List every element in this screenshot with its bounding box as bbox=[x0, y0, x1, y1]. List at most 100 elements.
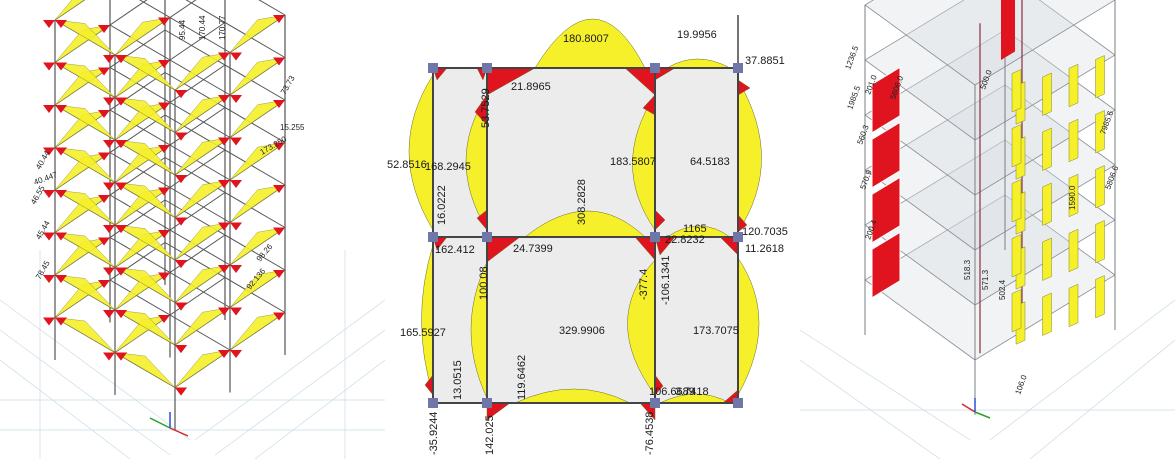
positive-moment-area bbox=[534, 18, 646, 69]
positive-moment-area bbox=[114, 352, 176, 388]
negative-moment-area bbox=[273, 185, 285, 193]
negative-moment-area bbox=[115, 267, 127, 276]
value-label: -106.1341 bbox=[660, 255, 672, 305]
axis-indicator bbox=[149, 412, 189, 437]
positive-moment-area bbox=[54, 232, 116, 268]
negative-moment-area bbox=[158, 17, 170, 26]
positive-moment-area bbox=[174, 94, 231, 133]
positive-wall-diagram bbox=[1011, 124, 1022, 168]
negative-moment-area bbox=[55, 20, 67, 28]
negative-moment-area bbox=[273, 227, 285, 236]
positive-moment-area bbox=[229, 227, 286, 266]
value-label: 170.77 bbox=[218, 15, 227, 40]
value-label: 52.8516 bbox=[387, 159, 427, 171]
value-label: 19.9956 bbox=[677, 29, 717, 41]
negative-moment-area bbox=[103, 55, 115, 63]
value-label: 53.7529 bbox=[480, 88, 492, 128]
positive-moment-area bbox=[737, 257, 760, 396]
negative-moment-area bbox=[115, 225, 127, 233]
value-label: 22.8232 bbox=[665, 234, 705, 246]
negative-moment-area bbox=[55, 275, 67, 283]
negative-wall-diagram bbox=[1001, 0, 1015, 60]
value-label: 15.255 bbox=[280, 123, 305, 132]
negative-moment-area bbox=[115, 55, 127, 63]
floor-slab bbox=[864, 0, 1116, 86]
beam bbox=[164, 114, 286, 186]
negative-moment-area bbox=[55, 62, 67, 71]
beam bbox=[258, 0, 286, 16]
beam bbox=[164, 242, 286, 313]
node bbox=[733, 63, 743, 73]
bay-panel bbox=[655, 68, 738, 237]
negative-moment-area bbox=[230, 222, 242, 231]
negative-moment-area bbox=[43, 147, 55, 156]
negative-moment-area bbox=[103, 97, 115, 106]
moment-diagrams bbox=[43, 0, 286, 396]
positive-wall-diagram bbox=[1042, 182, 1052, 226]
negative-moment-area bbox=[175, 217, 187, 226]
beam bbox=[164, 157, 286, 228]
beam bbox=[164, 199, 286, 271]
positive-wall-diagram bbox=[1068, 63, 1079, 108]
negative-wall-diagram bbox=[871, 121, 901, 189]
value-label: 1236.5 bbox=[843, 44, 860, 71]
axis-indicator bbox=[961, 398, 991, 419]
middle-frame-svg: 180.8007 19.9956 37.8851 21.8965 53.7529 52.8… bbox=[387, 15, 788, 455]
negative-moment-area bbox=[273, 100, 285, 108]
right-3d-wall-view: 1236.5 1985.5 201.0 5806.0 560.3 570.9 200.4 50… bbox=[800, 0, 1175, 459]
negative-moment-area bbox=[175, 90, 187, 98]
bay-panel bbox=[487, 68, 655, 237]
positive-moment-area bbox=[114, 309, 176, 346]
node bbox=[650, 63, 660, 73]
positive-moment-area bbox=[229, 269, 286, 308]
positive-moment-area bbox=[408, 74, 434, 231]
value-label: 165.5927 bbox=[400, 327, 446, 339]
value-label: 142.025 bbox=[484, 415, 496, 455]
positive-moment-area bbox=[524, 210, 646, 238]
positive-wall-diagram bbox=[1011, 179, 1022, 223]
value-label: -76.4538 bbox=[644, 412, 656, 455]
negative-moment-area bbox=[55, 317, 67, 326]
value-label: -377.4 bbox=[638, 269, 650, 300]
node bbox=[733, 398, 743, 408]
negative-wall-diagram bbox=[871, 176, 901, 244]
value-label: 16.0222 bbox=[436, 185, 448, 225]
positive-moment-area bbox=[114, 102, 171, 141]
value-label: 1165 bbox=[683, 223, 707, 235]
positive-moment-area bbox=[514, 388, 631, 404]
value-label: 13.0515 bbox=[452, 360, 464, 400]
negative-moment-area bbox=[218, 222, 230, 231]
positive-moment-area bbox=[54, 194, 111, 233]
positive-moment-area bbox=[54, 279, 111, 318]
positive-moment-area bbox=[114, 224, 176, 261]
value-label: 1590.0 bbox=[1068, 185, 1077, 210]
value-label: 11.2618 bbox=[745, 243, 784, 255]
value-label: 3.7418 bbox=[675, 386, 709, 398]
value-label: 162.412 bbox=[435, 244, 475, 256]
positive-wall-diagram bbox=[1011, 69, 1022, 113]
negative-moment-area bbox=[273, 142, 285, 151]
node bbox=[733, 232, 743, 242]
negative-moment-area bbox=[218, 52, 230, 61]
positive-moment-area bbox=[421, 244, 434, 396]
negative-moment-area bbox=[43, 275, 55, 283]
positive-moment-area bbox=[229, 184, 286, 223]
positive-moment-area bbox=[229, 57, 286, 96]
positive-moment-area bbox=[114, 314, 171, 353]
negative-wall-diagram bbox=[871, 231, 901, 299]
value-label: 120.7035 bbox=[742, 226, 788, 238]
positive-wall-diagram bbox=[1042, 237, 1052, 281]
negative-moment-area bbox=[158, 60, 170, 68]
positive-moment-area bbox=[54, 147, 116, 183]
positive-moment-area bbox=[54, 67, 111, 106]
positive-moment-area bbox=[114, 54, 176, 91]
value-label: 24.7399 bbox=[513, 243, 553, 255]
negative-moment-area bbox=[98, 195, 110, 203]
ground-grid bbox=[0, 250, 385, 459]
positive-wall-diagram bbox=[1095, 55, 1105, 99]
frame-members bbox=[864, 0, 1116, 415]
positive-moment-area bbox=[114, 17, 171, 56]
negative-moment-area bbox=[230, 350, 242, 358]
negative-moment-area bbox=[43, 105, 55, 113]
value-label: 183.5807 bbox=[610, 156, 656, 168]
